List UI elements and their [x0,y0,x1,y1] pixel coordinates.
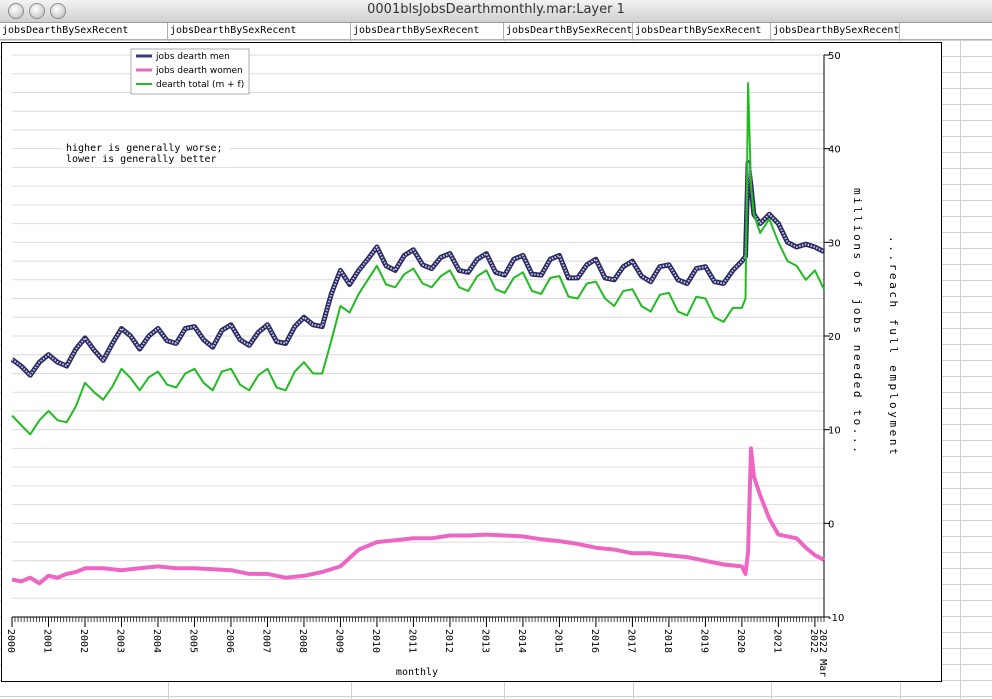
y-tick-label: 30 [828,238,841,249]
x-tick-label: 2019 [698,629,709,653]
legend-label-total: dearth total (m + f) [156,80,244,90]
y-tick-label: 10 [828,426,841,437]
minimize-window-button[interactable] [29,3,45,19]
x-tick-label: 2020 [735,629,746,653]
x-tick-label: 2003 [114,629,125,653]
x-tick-label: 2006 [224,629,235,653]
y-tick-label: 20 [828,332,841,343]
window-title-bar: 0001blsJobsDearthmonthly.mar:Layer 1 [0,0,992,23]
column-header[interactable]: jobsDearthBySexRecent [0,23,168,39]
chart-frame: -10 0 10 20 30 40 50 2000 2001 2002 2003 2004 2005 20… [1,42,942,682]
legend-label-women: jobs dearth women [155,66,243,76]
x-tick-label: 2002 [78,629,89,653]
x-tick-label: 2007 [260,629,271,653]
annotation-box [62,139,230,167]
y-axis-label: millions of jobs needed to... [851,188,864,455]
annotation-line-2: lower is generally better [66,154,217,165]
x-tick-label: 2018 [662,629,673,653]
column-header[interactable]: jobsDearthBySexRecent [504,23,633,39]
x-tick-label: 2016 [589,629,600,653]
x-tick-label: 2012 [443,629,454,653]
x-tick-label: 2015 [552,629,563,653]
x-tick-label: 2009 [333,629,344,653]
y-tick-label: 40 [828,145,841,156]
series-line-total [11,82,825,436]
series-line-men [11,161,825,377]
series-layer [10,82,826,586]
x-tick-label: 2013 [479,629,490,653]
x-tick-label: 2014 [516,629,527,653]
x-tick-label: 2021 [771,629,782,653]
column-header[interactable]: jobsDearthBySexRecent [633,23,771,39]
chart: -10 0 10 20 30 40 50 2000 2001 2002 2003 2004 2005 20… [5,48,900,678]
x-tick-label: 2004 [151,629,162,653]
x-tick-label: 2008 [297,629,308,653]
zoom-window-button[interactable] [50,3,66,19]
x-tick-label: 2011 [406,629,417,653]
legend-label-men: jobs dearth men [155,52,230,62]
close-window-button[interactable] [8,3,24,19]
x-tick-label: 2017 [625,629,636,653]
chart-axes: -10 0 10 20 30 40 50 2000 2001 2002 2003 2004 2005 20… [5,51,844,677]
x-tick-label: 2001 [41,629,52,653]
x-tick-label-last: 2022 Mar [817,629,828,677]
series-line-women [11,446,825,586]
column-header-strip: jobsDearthBySexRecent jobsDearthBySexRec… [0,23,992,40]
series-line-men-outline [10,160,826,378]
column-header[interactable]: jobsDearthBySexRecent [771,23,900,39]
window-title: 0001blsJobsDearthmonthly.mar:Layer 1 [367,2,625,17]
y-axis-label-secondary: ...reach full employment [887,236,900,457]
y-tick-label: 50 [828,51,841,62]
x-tick-label: 2022 [808,629,819,653]
x-axis-label: monthly [396,667,438,678]
y-tick-label: -10 [828,613,844,624]
x-tick-label: 2000 [5,629,16,653]
x-tick-label: 2005 [187,629,198,653]
column-header[interactable]: jobsDearthBySexRecent [351,23,504,39]
y-tick-label: 0 [828,519,834,530]
legend: jobs dearth men jobs dearth women dearth… [130,48,250,95]
column-header[interactable]: jobsDearthBySexRecent [168,23,351,39]
annotation-line-1: higher is generally worse; [66,143,223,154]
x-tick-label: 2010 [370,629,381,653]
